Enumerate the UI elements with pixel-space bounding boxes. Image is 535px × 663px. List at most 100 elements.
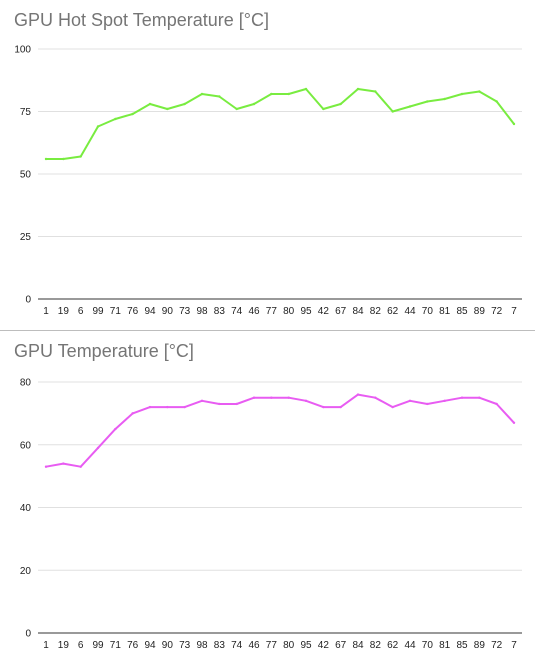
x-tick-label: 83 <box>214 640 226 651</box>
x-tick-label: 90 <box>162 306 174 317</box>
data-point <box>79 465 82 468</box>
x-tick-label: 89 <box>474 306 486 317</box>
data-point <box>460 92 464 96</box>
x-tick-label: 81 <box>439 640 451 651</box>
data-point <box>200 92 204 96</box>
x-tick-label: 71 <box>110 306 122 317</box>
y-tick-label: 100 <box>14 45 31 56</box>
x-tick-label: 6 <box>78 306 84 317</box>
data-point <box>408 105 412 108</box>
x-tick-label: 82 <box>370 306 382 317</box>
x-tick-label: 77 <box>266 640 278 651</box>
y-tick-label: 0 <box>25 295 31 306</box>
data-point <box>391 110 394 113</box>
data-point <box>356 87 360 91</box>
data-point <box>183 405 186 409</box>
data-point <box>322 405 325 409</box>
x-tick-label: 1 <box>43 640 49 651</box>
data-point <box>148 102 152 106</box>
data-point <box>252 102 256 106</box>
data-point <box>339 102 342 106</box>
data-point <box>426 402 429 406</box>
x-tick-label: 73 <box>179 640 191 651</box>
x-tick-label: 77 <box>266 306 278 317</box>
data-point <box>512 421 516 424</box>
data-point <box>183 102 186 106</box>
x-tick-label: 74 <box>231 306 243 317</box>
data-point <box>44 157 48 161</box>
x-tick-label: 70 <box>422 306 434 317</box>
data-point <box>443 97 446 101</box>
x-tick-label: 83 <box>214 306 226 317</box>
gpu-temperature-chart: 0 20 40 60 80 1 19 6 99 71 76 94 90 73 98 83 74 46 77 80 95 4… <box>20 378 522 651</box>
data-point <box>426 100 429 103</box>
x-tick-label: 7 <box>511 640 517 651</box>
data-point <box>374 90 377 93</box>
x-tick-label: 74 <box>231 640 243 651</box>
x-tick-label: 98 <box>196 640 208 651</box>
x-tick-label: 72 <box>491 306 503 317</box>
data-point <box>44 465 48 468</box>
data-point <box>200 399 204 403</box>
x-tick-label: 6 <box>78 640 84 651</box>
data-point <box>287 396 290 399</box>
data-point <box>62 157 65 161</box>
x-tick-label: 62 <box>387 640 399 651</box>
data-point <box>148 405 152 409</box>
data-point <box>374 396 377 399</box>
y-tick-label: 75 <box>20 107 32 118</box>
x-tick-label: 62 <box>387 306 399 317</box>
data-point <box>62 462 65 465</box>
x-tick-label: 85 <box>456 306 468 317</box>
data-point <box>460 396 464 399</box>
data-point <box>322 107 325 111</box>
data-point <box>391 405 394 409</box>
x-tick-label: 46 <box>248 306 260 317</box>
x-tick-label: 1 <box>43 306 49 317</box>
data-point <box>339 405 342 409</box>
data-point <box>79 155 82 158</box>
data-point <box>114 117 117 121</box>
x-tick-label: 42 <box>318 306 330 317</box>
x-tick-label: 76 <box>127 640 139 651</box>
data-point <box>356 393 360 396</box>
x-tick-label: 76 <box>127 306 139 317</box>
x-tick-label: 46 <box>248 640 260 651</box>
x-tick-label: 80 <box>283 306 295 317</box>
data-point <box>270 92 273 96</box>
x-tick-label: 82 <box>370 640 382 651</box>
x-tick-label: 99 <box>92 306 104 317</box>
data-point <box>166 107 169 111</box>
hot-spot-chart-panel: GPU Hot Spot Temperature [°C] 0 25 50 75 100… <box>0 0 535 330</box>
x-tick-label: 98 <box>196 306 208 317</box>
hot-spot-chart: 0 25 50 75 100 1 19 6 99 71 76 94 90 73 98 83 74 46 77 80 95… <box>14 45 522 317</box>
x-tick-label: 73 <box>179 306 191 317</box>
x-tick-label: 19 <box>58 306 70 317</box>
data-point <box>287 92 290 96</box>
gpu-temperature-chart-panel: GPU Temperature [°C] 0 20 40 60 80 1 19 6 99 71 76… <box>0 331 535 663</box>
x-tick-label: 42 <box>318 640 330 651</box>
y-tick-label: 0 <box>25 629 31 640</box>
x-tick-label: 67 <box>335 306 347 317</box>
x-tick-label: 67 <box>335 640 347 651</box>
y-tick-label: 50 <box>20 170 32 181</box>
chart-title: GPU Hot Spot Temperature [°C] <box>14 10 269 30</box>
x-tick-label: 84 <box>352 306 364 317</box>
x-tick-label: 94 <box>144 640 156 651</box>
data-point <box>96 446 100 450</box>
data-point <box>478 396 481 399</box>
series-line <box>45 393 515 468</box>
x-tick-label: 81 <box>439 306 451 317</box>
data-point <box>252 396 256 399</box>
x-tick-label: 95 <box>300 640 312 651</box>
x-tick-label: 85 <box>456 640 468 651</box>
x-tick-label: 84 <box>352 640 364 651</box>
chart-divider <box>0 330 535 331</box>
chart-title: GPU Temperature [°C] <box>14 341 194 361</box>
y-tick-label: 20 <box>20 566 32 577</box>
data-point <box>408 399 412 403</box>
x-tick-label: 99 <box>92 640 104 651</box>
x-tick-label: 89 <box>474 640 486 651</box>
data-point <box>270 396 273 399</box>
data-point <box>235 107 238 111</box>
